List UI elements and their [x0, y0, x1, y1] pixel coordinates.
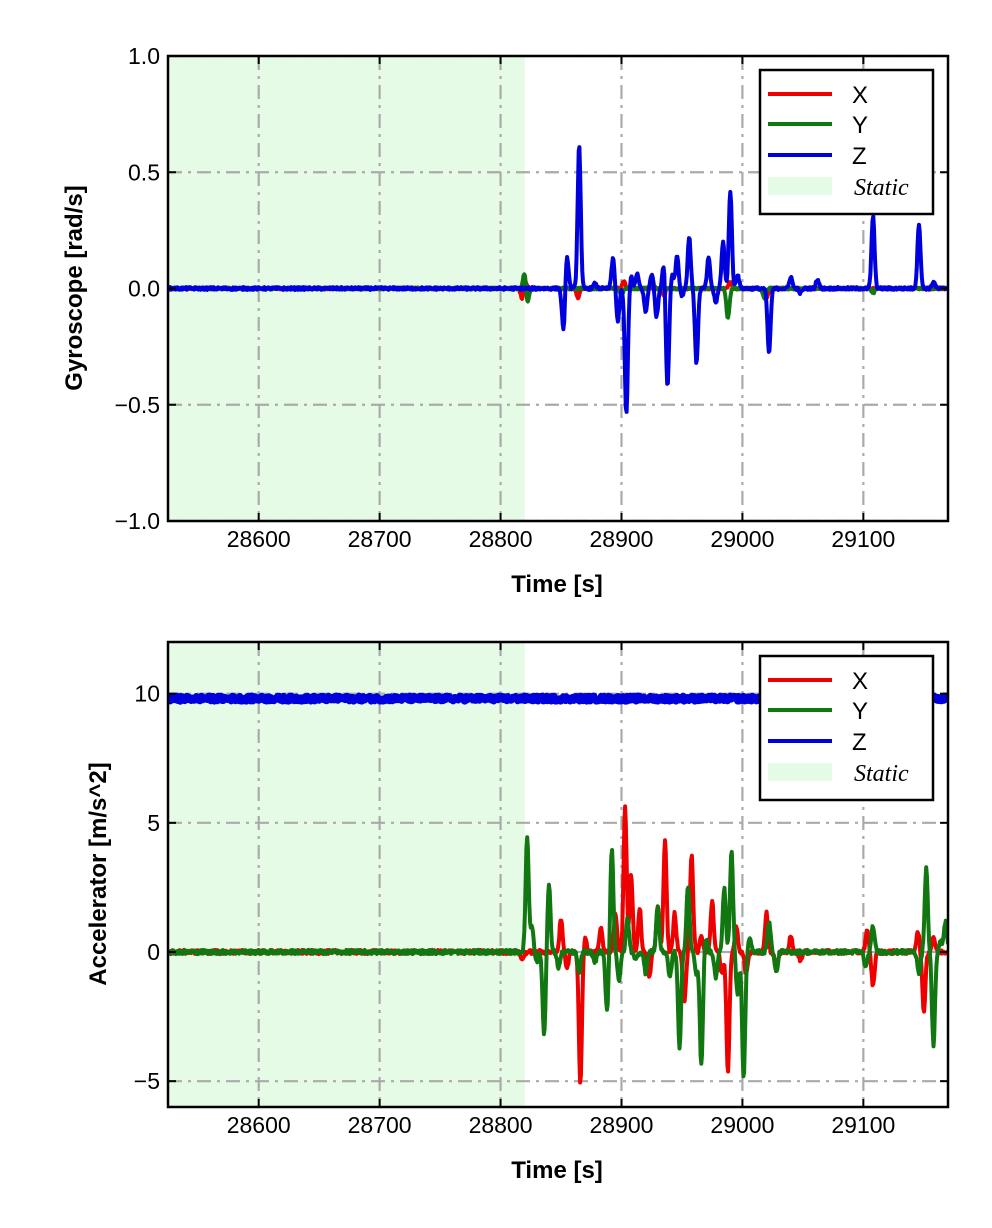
- x-tick-label: 28800: [469, 1112, 533, 1138]
- y-tick-label: 5: [147, 810, 160, 836]
- legend-label-static: Static: [854, 175, 909, 201]
- x-axis-title: Time [s]: [511, 571, 603, 598]
- y-tick-label: 1.0: [128, 43, 160, 69]
- y-tick-label: 0.0: [128, 276, 160, 302]
- x-tick-label: 29100: [831, 1112, 895, 1138]
- legend-swatch-static: [768, 177, 832, 195]
- y-tick-label: 0: [147, 939, 160, 965]
- legend: X Y Z Static: [758, 68, 935, 216]
- y-tick-label: −0.5: [115, 392, 160, 418]
- y-tick-label: 10: [134, 681, 160, 707]
- y-tick-label: 0.5: [128, 159, 160, 185]
- legend: X Y Z Static: [758, 654, 935, 802]
- x-tick-label: 28600: [227, 1112, 291, 1138]
- y-tick-label: −5: [134, 1068, 160, 1094]
- series-line-z: [168, 145, 948, 414]
- plot-frame: [166, 640, 950, 1109]
- legend-swatch-static: [768, 763, 832, 781]
- y-axis-title: Gyroscope [rad/s]: [61, 185, 88, 390]
- ticks: 28600 28700 28800 28900 29000 29100 −5 0 5 10: [134, 642, 948, 1138]
- x-tick-label: 28700: [348, 526, 412, 552]
- legend-label-y: Y: [852, 112, 868, 139]
- x-tick-label: 28600: [227, 526, 291, 552]
- static-region: [168, 642, 525, 1107]
- accelerator-chart: 28600 28700 28800 28900 29000 29100 −5 0 5 10 Acc…: [85, 640, 950, 1184]
- legend-label-z: Z: [852, 729, 867, 756]
- data-series: [168, 145, 948, 414]
- x-tick-label: 28900: [590, 1112, 654, 1138]
- y-axis-title: Accelerator [m/s^2]: [85, 762, 112, 985]
- series-line-y: [168, 835, 948, 1079]
- x-tick-label: 29000: [710, 526, 774, 552]
- legend-label-z: Z: [852, 143, 867, 170]
- y-tick-label: −1.0: [115, 508, 160, 534]
- x-tick-label: 28700: [348, 1112, 412, 1138]
- x-axis-title: Time [s]: [511, 1157, 603, 1184]
- ticks: 28600 28700 28800 28900 29000 29100 −1.0 −0.5 0.…: [115, 43, 948, 552]
- gyroscope-chart: 28600 28700 28800 28900 29000 29100 −1.0 −0.5 0.…: [61, 43, 950, 598]
- x-tick-label: 28800: [469, 526, 533, 552]
- legend-label-x: X: [852, 668, 868, 695]
- legend-label-y: Y: [852, 698, 868, 725]
- x-tick-label: 29000: [710, 1112, 774, 1138]
- x-tick-label: 29100: [831, 526, 895, 552]
- x-tick-label: 28900: [590, 526, 654, 552]
- legend-label-x: X: [852, 82, 868, 109]
- legend-label-static: Static: [854, 761, 909, 787]
